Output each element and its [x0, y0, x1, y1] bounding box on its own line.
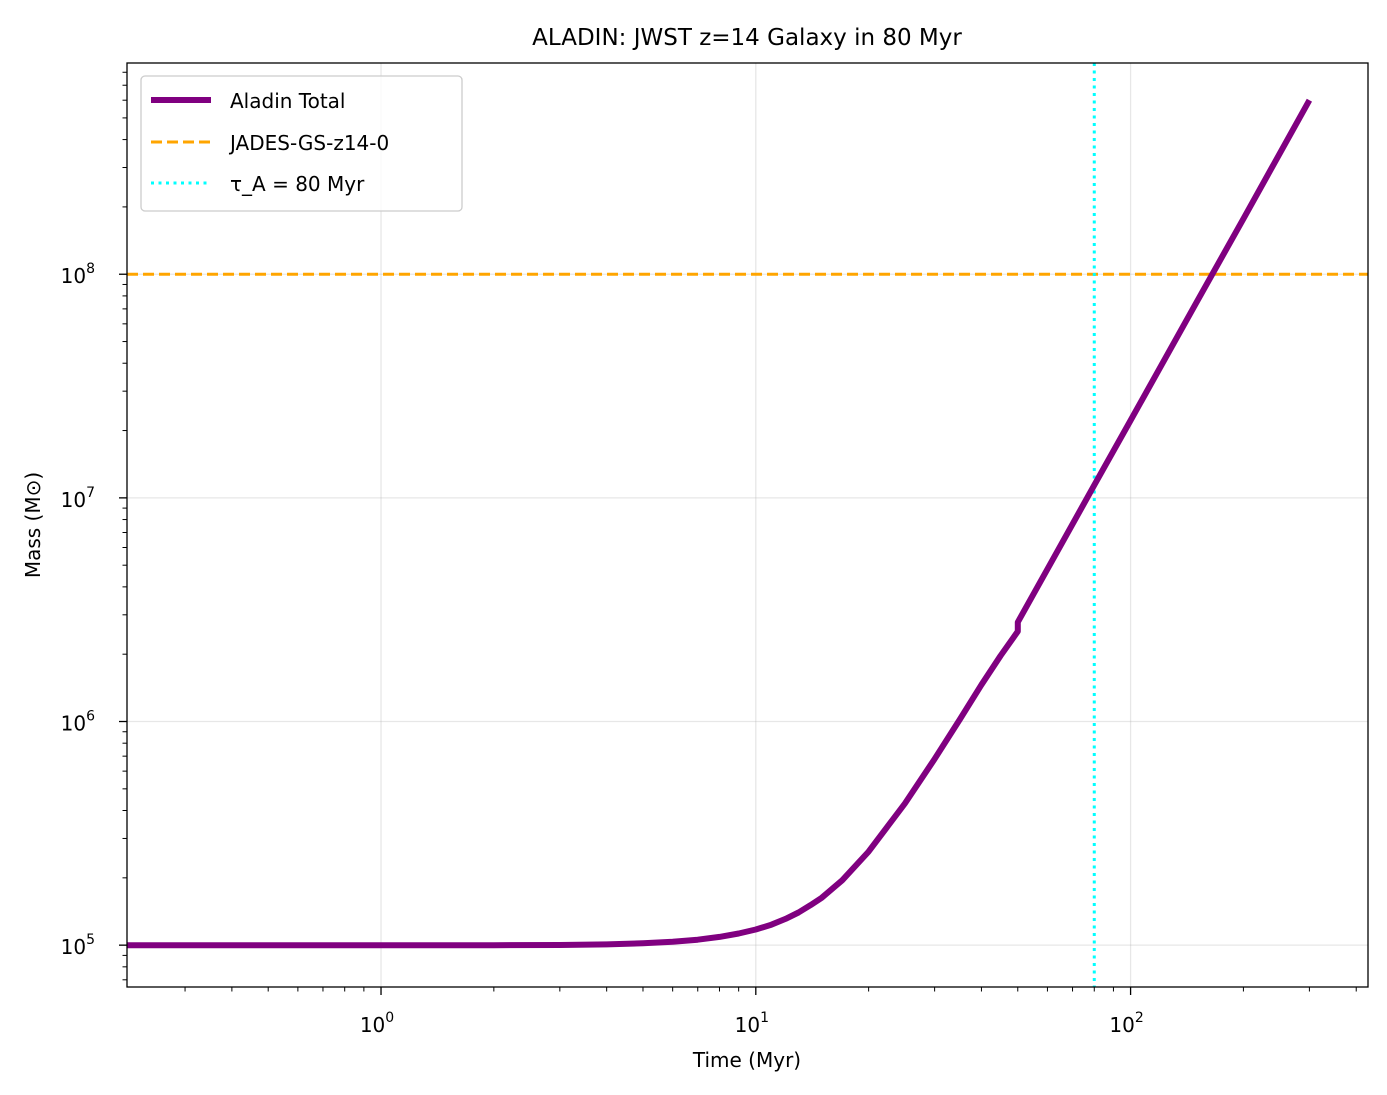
legend: Aladin Total JADES-GS-z14-0 τ_A = 80 Myr — [140, 75, 463, 212]
series-line-aladin-total — [127, 98, 1313, 949]
x-tick-label-exponent: 1 — [760, 1010, 769, 1026]
chart-title: ALADIN: JWST z=14 Galaxy in 80 Myr — [532, 25, 962, 51]
y-tick-label-exponent: 7 — [86, 485, 95, 501]
x-axis-label: Time (Myr) — [692, 1048, 801, 1072]
x-tick-label-exponent: 0 — [385, 1010, 394, 1026]
legend-label-jades: JADES-GS-z14-0 — [228, 131, 389, 155]
legend-label-aladin-total: Aladin Total — [230, 89, 346, 113]
axis-ticks — [119, 71, 1357, 995]
series-lines — [127, 98, 1313, 949]
legend-label-tau: τ_A = 80 Myr — [230, 172, 365, 196]
reference-lines — [127, 63, 1368, 987]
y-tick-label: 105 — [61, 932, 95, 959]
y-tick-label-exponent: 5 — [86, 932, 95, 948]
y-tick-label-exponent: 8 — [86, 261, 95, 277]
y-tick-label-exponent: 6 — [86, 709, 95, 725]
y-axis-label: Mass (M⊙) — [21, 472, 45, 578]
x-tick-label-exponent: 2 — [1135, 1010, 1144, 1026]
plot-area-frame — [126, 62, 1369, 988]
legend-frame — [140, 75, 463, 212]
